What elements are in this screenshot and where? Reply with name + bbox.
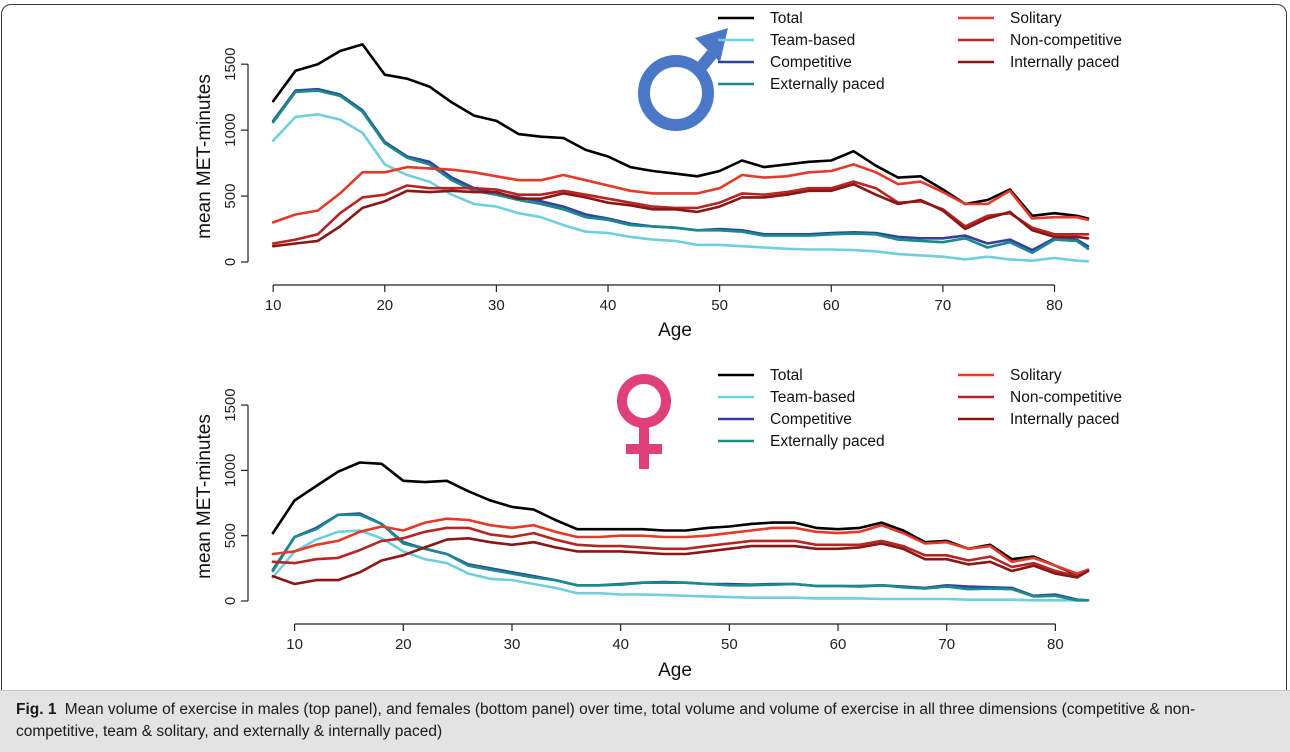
x-tick-label: 40	[600, 297, 617, 314]
x-tick-label: 10	[265, 297, 282, 314]
x-tick-label: 50	[711, 297, 728, 314]
x-tick-label: 80	[1046, 297, 1063, 314]
series-line-non-competitive	[271, 526, 1090, 578]
y-tick-label: 500	[222, 184, 239, 209]
x-tick-label: 70	[938, 636, 955, 653]
y-tick-label: 1500	[222, 48, 239, 81]
figure-caption: Fig. 1 Mean volume of exercise in males …	[0, 690, 1290, 752]
legend-label-solitary: Solitary	[1010, 10, 1062, 27]
legend-label-non-competitive: Non-competitive	[1010, 389, 1122, 406]
series-line-internally-paced	[271, 537, 1090, 586]
legend-label-competitive: Competitive	[770, 54, 852, 71]
legend-label-internally-paced: Internally paced	[1010, 54, 1119, 71]
x-tick-label: 70	[935, 297, 952, 314]
y-tick-label: 500	[222, 523, 239, 548]
x-tick-label: 30	[488, 297, 505, 314]
male-panel-chart: 0 500 1000 1500 mean MET-minutes 10 20 30 40 50 6…	[194, 10, 1122, 341]
series-line-non-competitive	[271, 180, 1090, 245]
y-tick-label: 1000	[222, 113, 239, 146]
legend-label-solitary: Solitary	[1010, 367, 1062, 384]
series-line-solitary	[271, 163, 1090, 224]
series-line-team-based	[271, 113, 1090, 263]
series-line-externally-paced	[271, 89, 1090, 255]
series-line-externally-paced	[271, 513, 1090, 602]
caption-label: Fig. 1	[16, 701, 57, 718]
legend-label-total: Total	[770, 10, 803, 27]
x-axis-label: Age	[658, 660, 692, 681]
y-tick-label: 0	[222, 258, 239, 266]
legend-label-externally-paced: Externally paced	[770, 433, 885, 450]
x-tick-label: 20	[395, 636, 412, 653]
y-tick-label: 1500	[222, 388, 239, 421]
x-tick-label: 50	[721, 636, 738, 653]
x-tick-label: 80	[1047, 636, 1064, 653]
x-tick-label: 20	[376, 297, 393, 314]
x-axis-label: Age	[658, 320, 692, 341]
x-tick-label: 40	[612, 636, 629, 653]
x-tick-label: 10	[286, 636, 303, 653]
series-line-internally-paced	[271, 182, 1090, 248]
legend-label-total: Total	[770, 367, 803, 384]
legend-label-team-based: Team-based	[770, 32, 855, 49]
female-symbol	[617, 374, 671, 469]
y-axis-label: mean MET-minutes	[194, 414, 215, 579]
male-symbol	[638, 28, 728, 131]
y-tick-label: 0	[222, 597, 239, 605]
x-tick-label: 60	[823, 297, 840, 314]
legend-label-internally-paced: Internally paced	[1010, 411, 1119, 428]
female-panel-chart: 0 500 1000 1500 mean MET-minutes 10 20 30 40 50 6…	[194, 367, 1122, 681]
caption-text: Mean volume of exercise in males (top pa…	[16, 701, 1196, 740]
x-tick-label: 30	[504, 636, 521, 653]
legend-label-externally-paced: Externally paced	[770, 76, 885, 93]
series-line-solitary	[271, 517, 1090, 575]
legend-label-team-based: Team-based	[770, 389, 855, 406]
y-tick-label: 1000	[222, 454, 239, 487]
legend-label-competitive: Competitive	[770, 411, 852, 428]
legend-label-non-competitive: Non-competitive	[1010, 32, 1122, 49]
y-axis-label: mean MET-minutes	[194, 74, 215, 239]
x-tick-label: 60	[830, 636, 847, 653]
